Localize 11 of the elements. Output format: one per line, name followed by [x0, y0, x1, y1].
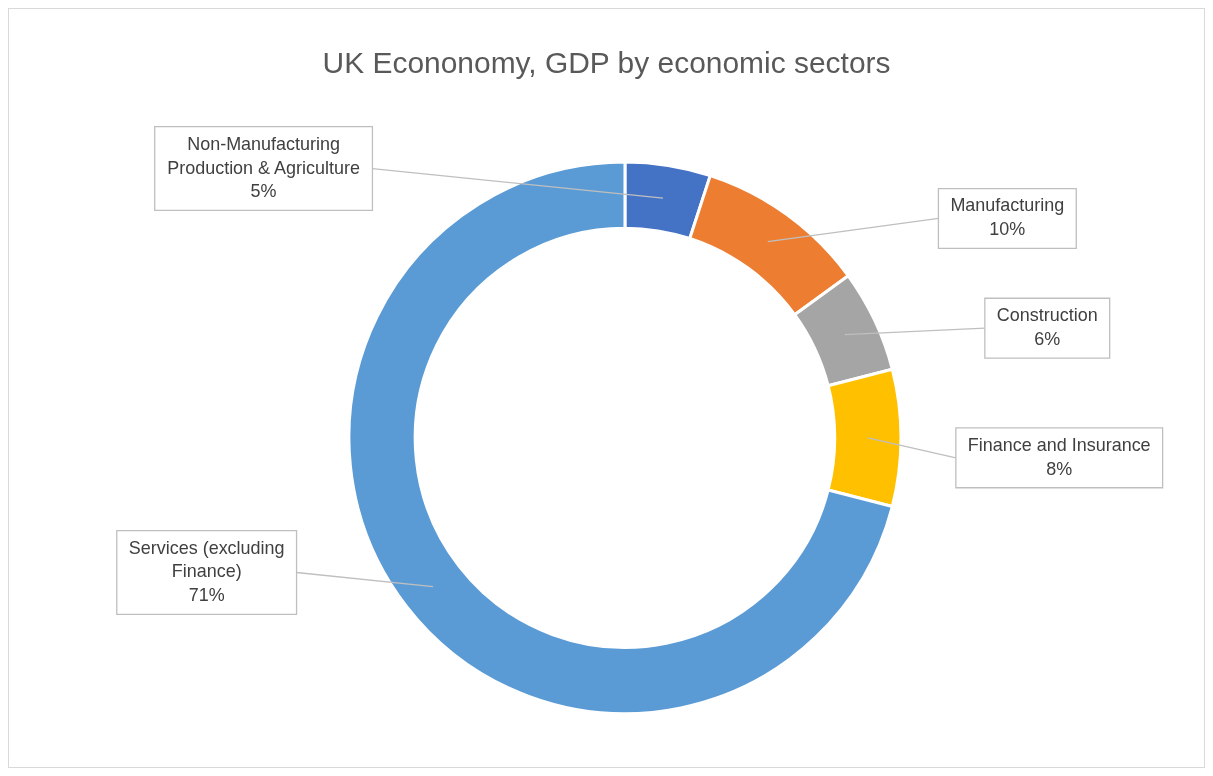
slice-label: Non-Manufacturing Production & Agriculture — [167, 133, 360, 178]
slice-label: Finance and Insurance — [967, 434, 1151, 455]
slice-label: Manufacturing — [950, 195, 1065, 216]
data-label: 5% — [250, 181, 277, 202]
data-label: 6% — [1034, 329, 1061, 350]
slice-label: Services (excluding Finance) — [128, 537, 285, 582]
data-label: 10% — [989, 219, 1026, 240]
chart-title: UK Econonomy, GDP by economic sectors — [322, 46, 891, 80]
slice-label: Construction — [996, 305, 1098, 326]
data-label: 8% — [1046, 458, 1073, 479]
data-label: 71% — [188, 585, 225, 606]
